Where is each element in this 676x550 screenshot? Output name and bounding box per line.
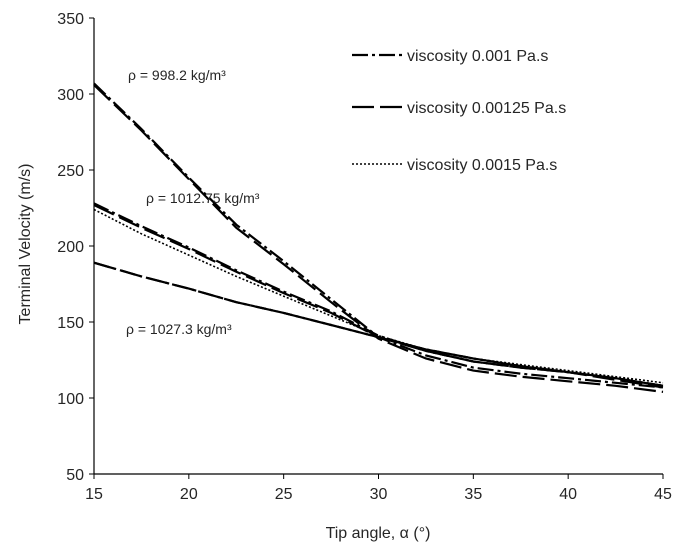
series-line-2-density-998.2 xyxy=(93,84,664,393)
y-tick-label: 100 xyxy=(57,391,84,408)
x-tick-label: 30 xyxy=(370,486,388,503)
legend-label-1: viscosity 0.001 Pa.s xyxy=(407,48,548,65)
legend-label-3: viscosity 0.0015 Pa.s xyxy=(407,157,557,174)
series-line-1-density-1012.75 xyxy=(93,202,664,387)
x-tick-label: 15 xyxy=(85,486,103,503)
annotation-rho-998: ρ = 998.2 kg/m³ xyxy=(128,67,226,83)
x-tick-label: 35 xyxy=(464,486,482,503)
x-tick-label: 40 xyxy=(559,486,577,503)
density-annotations: ρ = 998.2 kg/m³ ρ = 1012.75 kg/m³ ρ = 1027… xyxy=(126,67,260,337)
y-axis-title: Terminal Velocity (m/s) xyxy=(17,164,34,325)
y-tick-label: 200 xyxy=(57,239,84,256)
y-tick-labels: 50 100 150 200 250 300 350 xyxy=(57,11,84,484)
series-lines xyxy=(93,82,664,393)
series-line-2-density-1027.3 xyxy=(93,261,664,387)
x-tick-label: 25 xyxy=(275,486,293,503)
annotation-rho-1027: ρ = 1027.3 kg/m³ xyxy=(126,321,232,337)
x-tick-label: 45 xyxy=(654,486,672,503)
series-line-3-density-1012.75 xyxy=(93,208,664,384)
y-tick-label: 350 xyxy=(57,11,84,28)
series-line-1-density-998.2 xyxy=(93,82,664,389)
x-tick-label: 20 xyxy=(180,486,198,503)
series-line-2-density-1012.75 xyxy=(93,204,664,389)
y-tick-label: 300 xyxy=(57,87,84,104)
y-tick-label: 150 xyxy=(57,315,84,332)
x-tick-labels: 15 20 25 30 35 40 45 xyxy=(85,486,672,503)
y-tick-label: 50 xyxy=(66,467,84,484)
legend-label-2: viscosity 0.00125 Pa.s xyxy=(407,100,566,117)
x-axis-title: Tip angle, α (°) xyxy=(326,525,431,542)
legend: viscosity 0.001 Pa.s viscosity 0.00125 Pa… xyxy=(352,48,566,174)
annotation-rho-1012: ρ = 1012.75 kg/m³ xyxy=(146,190,260,206)
axes xyxy=(89,17,664,479)
y-tick-label: 250 xyxy=(57,163,84,180)
